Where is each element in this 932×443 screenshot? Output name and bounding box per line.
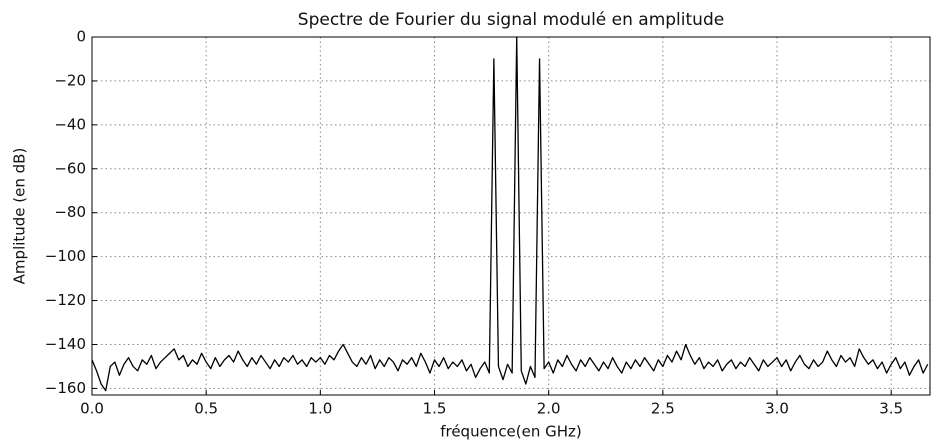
y-tick-label: −100 (45, 247, 86, 265)
spectrum-line (91, 36, 929, 392)
y-tick-label: 0 (76, 28, 86, 46)
x-axis-label: fréquence(en GHz) (440, 423, 582, 441)
y-tick-label: −120 (45, 291, 86, 309)
y-tick-label: −140 (45, 335, 86, 353)
x-tick-label: 1.0 (308, 400, 332, 418)
y-tick-label: −60 (54, 159, 86, 177)
y-tick-label: −80 (54, 203, 86, 221)
x-tick-label: 0.5 (194, 400, 218, 418)
chart-title: Spectre de Fourier du signal modulé en a… (298, 10, 724, 30)
y-tick-label: −40 (54, 115, 86, 133)
plot-frame (91, 36, 931, 396)
x-tick-label: 2.5 (651, 400, 675, 418)
y-axis-label: Amplitude (en dB) (11, 148, 29, 285)
y-tick-label: −20 (54, 71, 86, 89)
y-tick-label: −160 (45, 379, 86, 397)
x-tick-label: 0.0 (80, 400, 104, 418)
x-tick-label: 3.5 (879, 400, 903, 418)
x-tick-label: 2.0 (537, 400, 561, 418)
x-tick-label: 3.0 (765, 400, 789, 418)
x-tick-label: 1.5 (423, 400, 447, 418)
